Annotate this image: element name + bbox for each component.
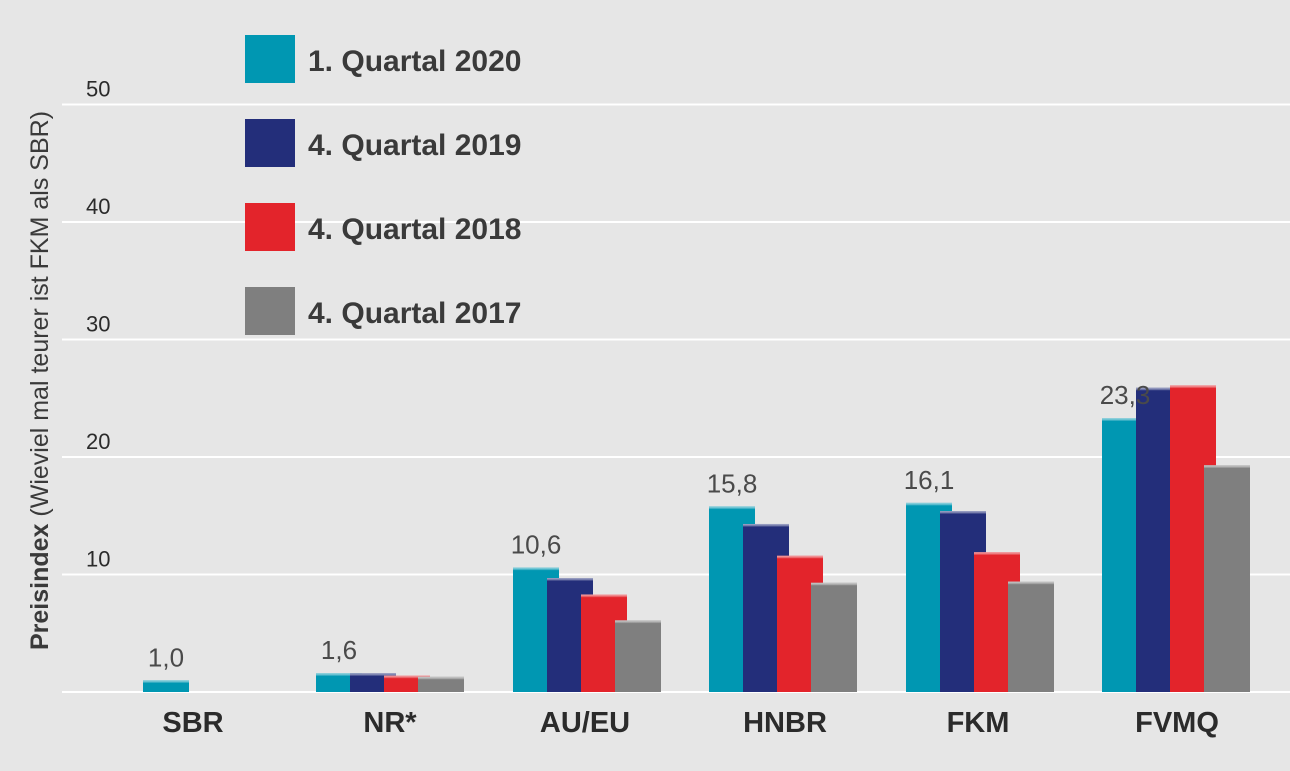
legend-label: 4. Quartal 2017 [308, 297, 521, 330]
category-label: FVMQ [1135, 707, 1219, 739]
category-label: AU/EU [540, 707, 630, 739]
legend-swatch [245, 35, 295, 83]
legend-swatch [245, 203, 295, 251]
bar-highlight [1008, 581, 1054, 594]
bar-hnbr-series4 [811, 582, 857, 692]
bar-highlight [513, 567, 559, 580]
y-tick-label: 50 [86, 77, 110, 102]
bar-fvmq-series4 [1204, 465, 1250, 692]
bar-highlight [811, 582, 857, 595]
bar-highlight [777, 555, 823, 568]
y-axis-label-detail: (Wieviel mal teurer ist FKM als SBR) [26, 111, 54, 524]
legend-swatch [245, 287, 295, 335]
bar-highlight [940, 511, 986, 524]
legend-label: 4. Quartal 2019 [308, 129, 521, 162]
y-tick-label: 40 [86, 194, 110, 219]
legend: 1. Quartal 2020 4. Quartal 2019 4. Quartal… [245, 35, 521, 335]
bar-highlight [143, 680, 189, 692]
bars [143, 385, 1250, 692]
bar-highlight [615, 620, 661, 633]
data-label: 1,6 [321, 635, 357, 665]
bar-highlight [974, 552, 1020, 565]
legend-label: 1. Quartal 2020 [308, 45, 521, 78]
bar-highlight [581, 594, 627, 607]
data-labels: 1,0 1,6 10,6 15,8 16,1 23,3 [148, 380, 1150, 672]
y-axis-label-bold: Preisindex [26, 523, 54, 650]
y-tick-label: 20 [86, 429, 110, 454]
bar-highlight [743, 523, 789, 536]
data-label: 16,1 [904, 465, 955, 495]
category-labels: SBR NR* AU/EU HNBR FKM FVMQ [162, 707, 1219, 739]
data-label: 1,0 [148, 642, 184, 672]
bar-highlight [547, 578, 593, 591]
data-label: 15,8 [707, 468, 758, 498]
bar-highlight [1204, 465, 1250, 478]
bar-fkm-series4 [1008, 581, 1054, 692]
y-tick-label: 10 [86, 547, 110, 572]
data-label: 23,3 [1100, 380, 1151, 410]
category-label: HNBR [743, 707, 827, 739]
y-axis-ticks: 50 40 30 20 10 [86, 77, 110, 572]
data-label: 10,6 [511, 529, 562, 559]
bar-highlight [709, 506, 755, 519]
category-label: SBR [162, 707, 223, 739]
legend-label: 4. Quartal 2018 [308, 213, 521, 246]
legend-swatch [245, 119, 295, 167]
category-label: NR* [363, 707, 417, 739]
bar-highlight [418, 676, 464, 689]
y-axis-label: Preisindex (Wieviel mal teurer ist FKM a… [26, 111, 54, 650]
y-tick-label: 30 [86, 312, 110, 337]
bar-highlight [1170, 385, 1216, 398]
category-label: FKM [947, 707, 1010, 739]
